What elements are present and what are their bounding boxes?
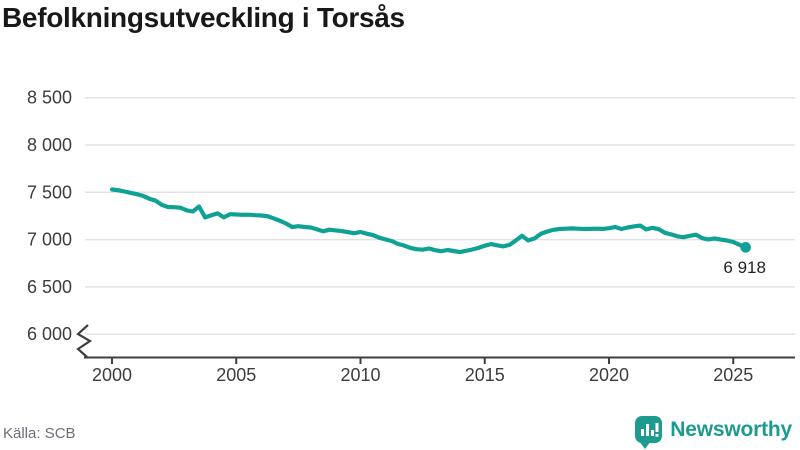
y-axis-tick-label: 8 500 <box>27 88 72 108</box>
series-end-value-label: 6 918 <box>723 258 766 277</box>
x-axis-tick-label: 2010 <box>340 365 380 385</box>
newsworthy-brand: Newsworthy <box>635 416 792 449</box>
page-title: Befolkningsutveckling i Torsås <box>2 2 405 33</box>
population-series-line <box>109 187 748 255</box>
series-end-dot <box>740 242 751 253</box>
axis-break-icon <box>76 324 93 358</box>
x-axis-tick-label: 2020 <box>589 365 629 385</box>
x-axis-tick-label: 2015 <box>465 365 505 385</box>
bar-chart-glyph <box>641 423 659 437</box>
y-axis-tick-label: 7 000 <box>27 230 72 250</box>
newsworthy-wordmark: Newsworthy <box>670 417 792 441</box>
y-axis-tick-label: 8 000 <box>27 135 72 155</box>
y-axis-tick-label: 7 500 <box>27 182 72 202</box>
x-axis-tick-label: 2000 <box>92 365 132 385</box>
newsworthy-logo-icon <box>635 416 663 449</box>
source-label: Källa: SCB <box>3 425 76 442</box>
y-axis-tick-label: 6 000 <box>27 324 72 344</box>
y-axis-tick-label: 6 500 <box>27 277 72 297</box>
x-axis-tick-label: 2025 <box>713 365 753 385</box>
x-axis-tick-label: 2005 <box>216 365 256 385</box>
